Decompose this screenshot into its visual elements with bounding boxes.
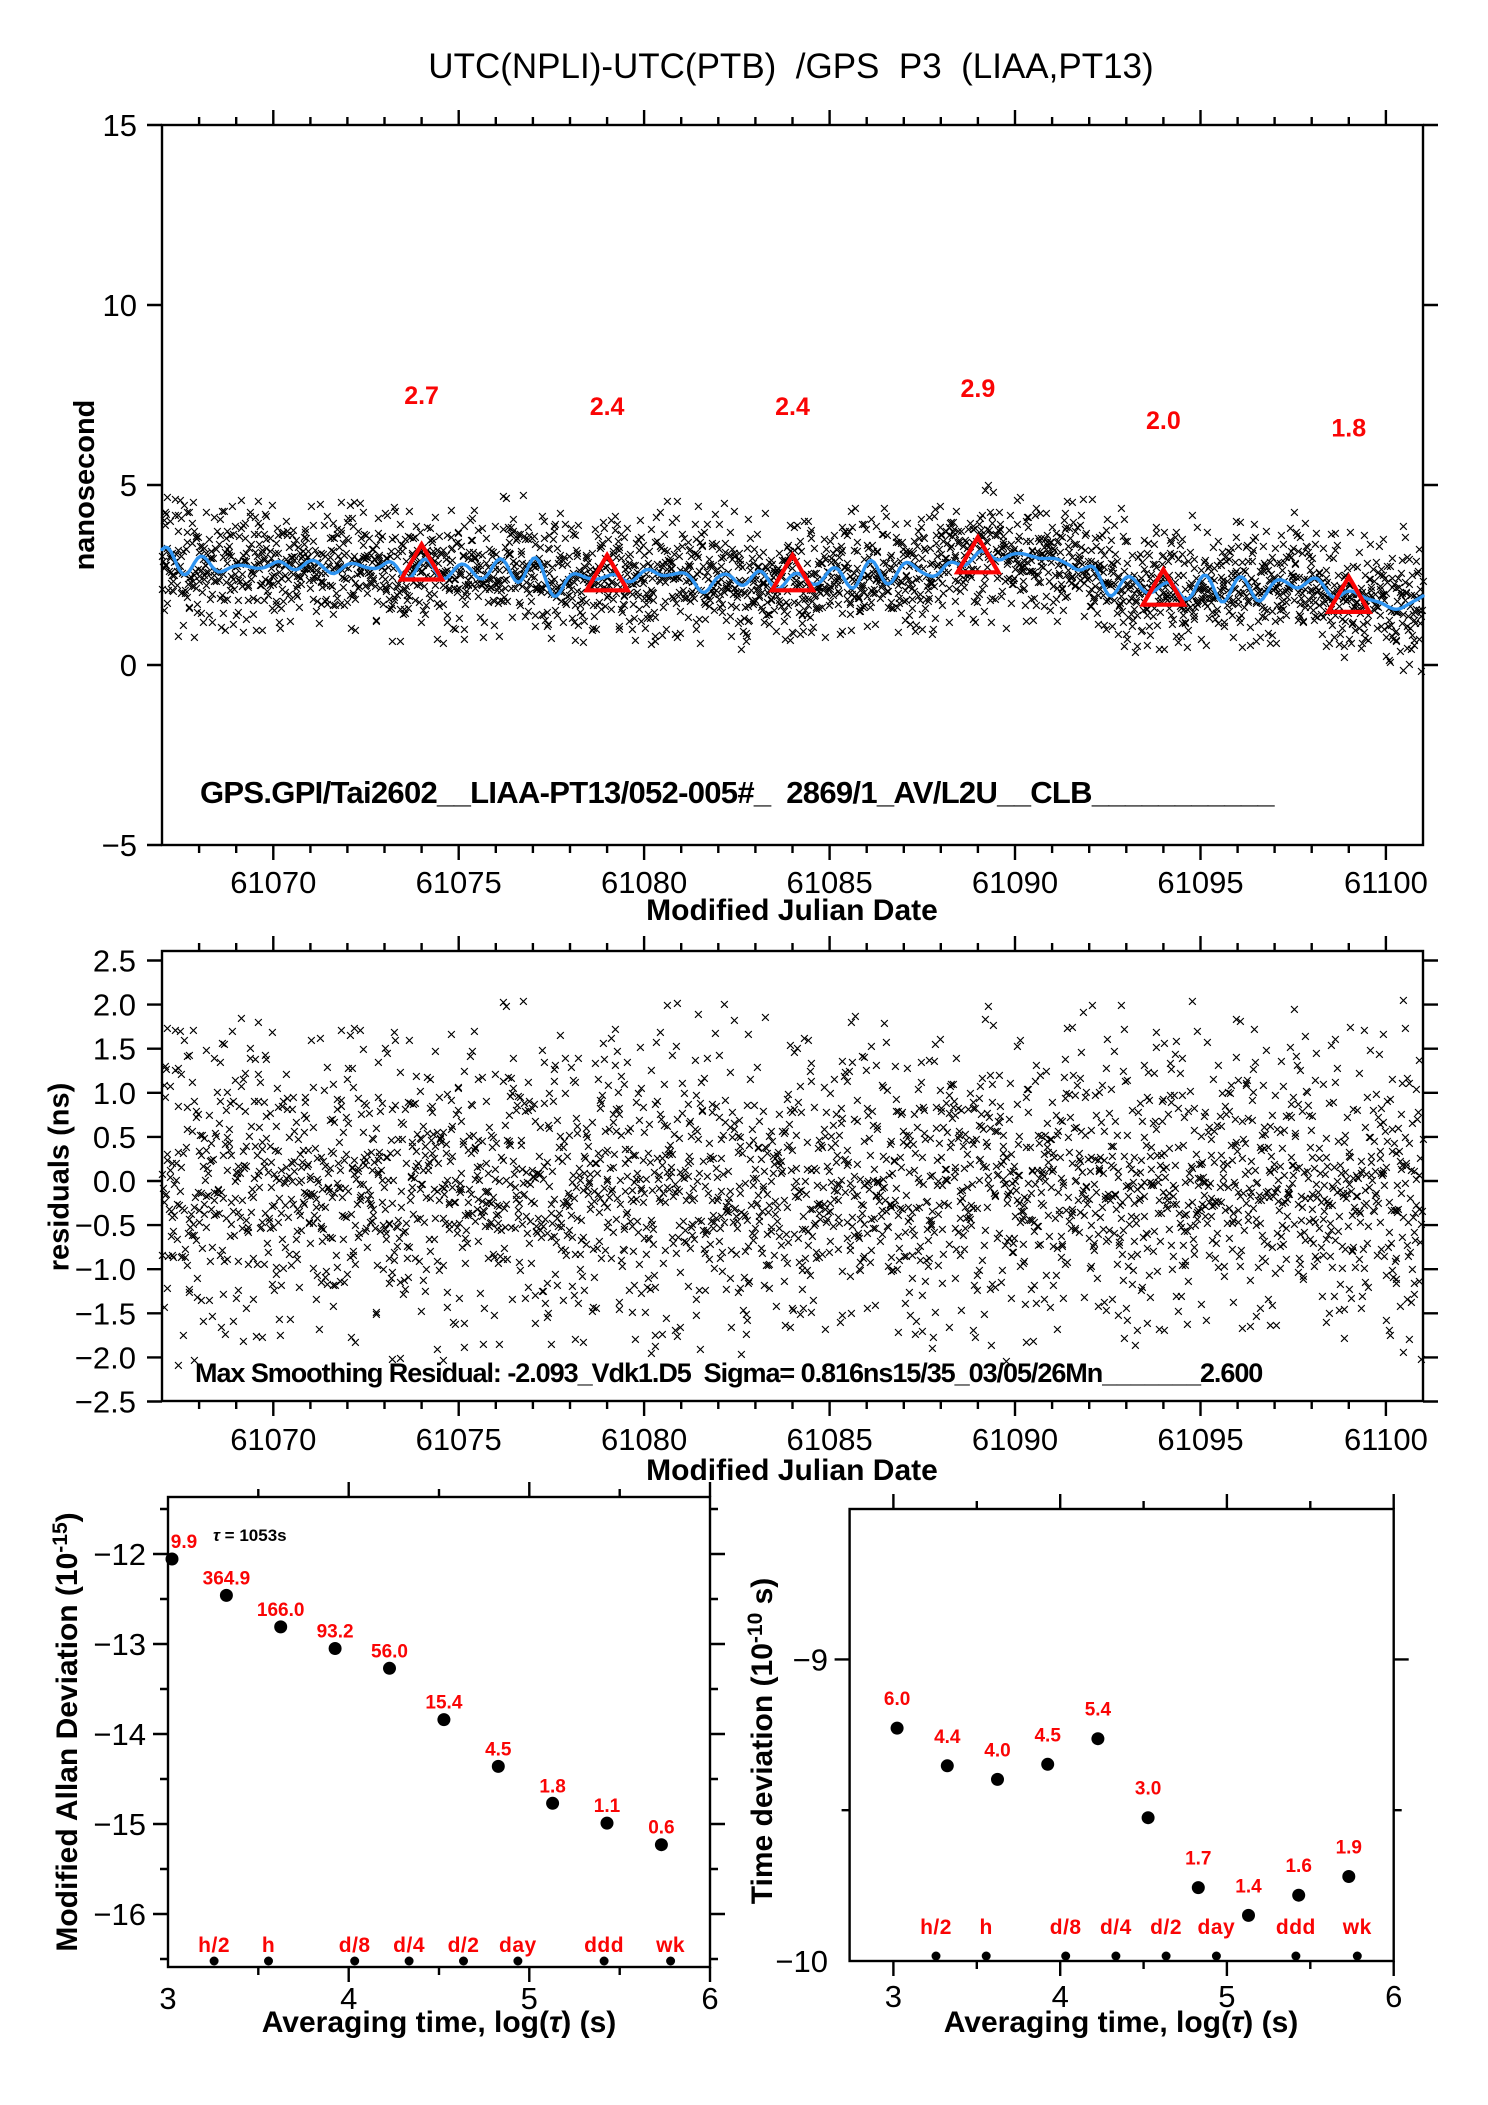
svg-text:1.7: 1.7 <box>1185 1849 1211 1870</box>
svg-text:−1.0: −1.0 <box>75 1252 136 1287</box>
svg-text:d/4: d/4 <box>393 1934 425 1957</box>
svg-text:3: 3 <box>885 1979 902 2014</box>
svg-text:ddd: ddd <box>584 1934 624 1957</box>
svg-text:d/8: d/8 <box>339 1934 371 1957</box>
svg-text:1.4: 1.4 <box>1235 1876 1262 1897</box>
svg-text:d/8: d/8 <box>1050 1916 1082 1939</box>
svg-text:61095: 61095 <box>1157 1422 1243 1457</box>
svg-text:2.9: 2.9 <box>961 375 996 403</box>
svg-text:4.4: 4.4 <box>934 1727 961 1748</box>
svg-text:61090: 61090 <box>972 865 1058 900</box>
svg-text:9.9: 9.9 <box>171 1532 197 1553</box>
svg-text:5: 5 <box>120 468 137 503</box>
svg-text:day: day <box>1198 1916 1236 1939</box>
svg-text:61100: 61100 <box>1344 865 1428 900</box>
svg-text:Modified Julian Date: Modified Julian Date <box>646 1454 938 1487</box>
svg-text:2.0: 2.0 <box>1146 407 1181 435</box>
svg-text:61085: 61085 <box>786 1422 872 1457</box>
svg-text:−1.5: −1.5 <box>75 1296 136 1331</box>
svg-text:1.8: 1.8 <box>539 1776 565 1797</box>
svg-text:−0.5: −0.5 <box>75 1208 136 1243</box>
svg-text:−9: −9 <box>793 1642 828 1677</box>
svg-text:h/2: h/2 <box>198 1934 230 1957</box>
svg-text:−12: −12 <box>93 1537 146 1572</box>
svg-text:0.5: 0.5 <box>93 1120 136 1155</box>
svg-text:day: day <box>499 1934 537 1957</box>
svg-text:15.4: 15.4 <box>425 1693 462 1714</box>
svg-text:nanosecond: nanosecond <box>69 400 101 571</box>
svg-text:0.6: 0.6 <box>648 1818 674 1839</box>
svg-text:−2.5: −2.5 <box>75 1385 136 1420</box>
svg-text:56.0: 56.0 <box>371 1641 408 1662</box>
svg-text:61095: 61095 <box>1157 865 1243 900</box>
svg-text:0: 0 <box>120 648 137 683</box>
svg-text:wk: wk <box>1342 1916 1372 1939</box>
svg-text:h/2: h/2 <box>920 1916 952 1939</box>
svg-text:5: 5 <box>1218 1979 1235 2014</box>
svg-text:15: 15 <box>103 108 137 143</box>
svg-text:1.8: 1.8 <box>1331 414 1366 442</box>
svg-text:−15: −15 <box>93 1807 146 1842</box>
svg-text:61070: 61070 <box>230 865 316 900</box>
svg-text:6: 6 <box>1385 1979 1402 2014</box>
svg-text:−13: −13 <box>93 1627 146 1662</box>
svg-text:−10: −10 <box>775 1944 828 1979</box>
svg-text:2.0: 2.0 <box>93 988 136 1023</box>
svg-text:−5: −5 <box>102 828 137 863</box>
svg-text:364.9: 364.9 <box>203 1568 251 1589</box>
svg-text:3: 3 <box>159 1981 176 2016</box>
svg-text:6.0: 6.0 <box>884 1689 910 1710</box>
svg-text:4.5: 4.5 <box>485 1739 512 1760</box>
svg-text:2.5: 2.5 <box>93 944 136 979</box>
svg-text:UTC(NPLI)-UTC(PTB) /GPS P3: UTC(NPLI)-UTC(PTB) /GPS P3 (LIAA,PT13) <box>428 47 1153 86</box>
svg-text:1.6: 1.6 <box>1285 1856 1311 1877</box>
svg-text:residuals (ns): residuals (ns) <box>44 1083 76 1272</box>
svg-text:61080: 61080 <box>601 865 687 900</box>
svg-text:1.0: 1.0 <box>93 1076 136 1111</box>
svg-text:Modified Julian Date: Modified Julian Date <box>646 894 938 927</box>
svg-text:5: 5 <box>521 1981 538 2016</box>
svg-text:10: 10 <box>103 288 137 323</box>
svg-text:4: 4 <box>1052 1979 1069 2014</box>
svg-text:wk: wk <box>655 1934 685 1957</box>
svg-text:GPS.GPI/Tai2602__LIAA-PT13/052: GPS.GPI/Tai2602__LIAA-PT13/052-005#_ 286… <box>200 775 1275 810</box>
svg-text:1.1: 1.1 <box>594 1796 621 1817</box>
svg-text:4: 4 <box>340 1981 357 2016</box>
svg-text:1.9: 1.9 <box>1336 1838 1362 1859</box>
svg-text:Modified Allan Deviation (10-1: Modified Allan Deviation (10-15) <box>49 1512 84 1951</box>
svg-text:h: h <box>980 1916 993 1939</box>
svg-text:2.4: 2.4 <box>590 393 625 421</box>
svg-text:−16: −16 <box>93 1897 146 1932</box>
svg-text:61085: 61085 <box>786 865 872 900</box>
svg-text:61080: 61080 <box>601 1422 687 1457</box>
svg-text:d/4: d/4 <box>1100 1916 1132 1939</box>
svg-text:Averaging time, log(τ) (s): Averaging time, log(τ) (s) <box>262 2006 617 2039</box>
svg-text:93.2: 93.2 <box>317 1622 354 1643</box>
svg-text:6: 6 <box>701 1981 718 2016</box>
svg-text:61100: 61100 <box>1344 1422 1428 1457</box>
svg-text:d/2: d/2 <box>1150 1916 1182 1939</box>
svg-text:0.0: 0.0 <box>93 1164 136 1199</box>
svg-text:ddd: ddd <box>1276 1916 1316 1939</box>
svg-text:2.4: 2.4 <box>775 393 810 421</box>
svg-text:61090: 61090 <box>972 1422 1058 1457</box>
svg-text:Max Smoothing Residual: -2.093: Max Smoothing Residual: -2.093_Vdk1.D5 S… <box>195 1358 1262 1388</box>
svg-text:τ = 1053s: τ = 1053s <box>213 1526 287 1545</box>
svg-text:−14: −14 <box>93 1717 146 1752</box>
svg-text:h: h <box>262 1934 275 1957</box>
svg-text:166.0: 166.0 <box>257 1600 305 1621</box>
svg-text:Averaging time, log(τ) (s): Averaging time, log(τ) (s) <box>944 2006 1299 2039</box>
svg-text:3.0: 3.0 <box>1135 1779 1161 1800</box>
svg-text:61070: 61070 <box>230 1422 316 1457</box>
svg-text:5.4: 5.4 <box>1085 1700 1112 1721</box>
svg-text:61075: 61075 <box>416 865 502 900</box>
svg-text:1.5: 1.5 <box>93 1032 136 1067</box>
svg-text:4.5: 4.5 <box>1034 1725 1061 1746</box>
svg-text:2.7: 2.7 <box>404 382 439 410</box>
svg-text:61075: 61075 <box>416 1422 502 1457</box>
svg-text:4.0: 4.0 <box>984 1740 1010 1761</box>
svg-text:−2.0: −2.0 <box>75 1340 136 1375</box>
svg-text:d/2: d/2 <box>448 1934 480 1957</box>
